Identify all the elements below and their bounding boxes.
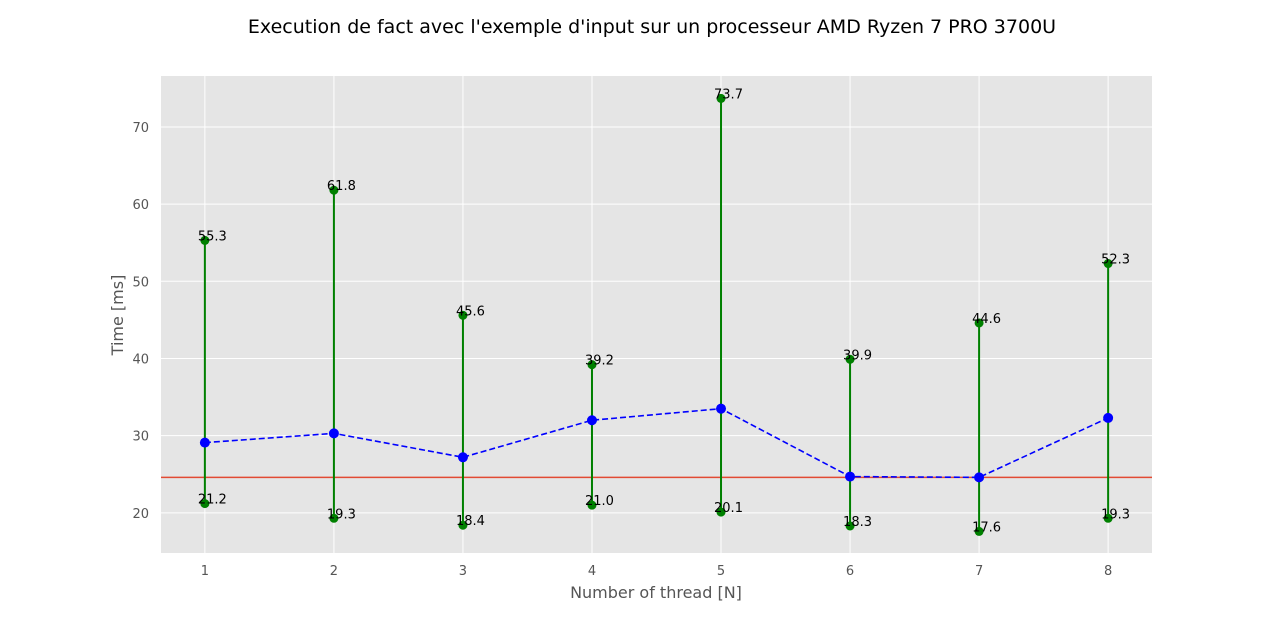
max-point	[1103, 259, 1113, 269]
min-data-label: 17.6	[972, 520, 1001, 535]
min-point	[458, 520, 468, 530]
min-point	[1103, 513, 1113, 523]
x-tick-label: 1	[201, 564, 209, 579]
max-data-label: 61.8	[327, 179, 356, 194]
min-max-range-layer	[200, 93, 1113, 536]
max-data-label: 45.6	[456, 304, 485, 319]
mean-series-line	[204, 407, 1109, 479]
min-data-label: 19.3	[1101, 507, 1130, 522]
x-axis-label: Number of thread [N]	[570, 583, 742, 602]
plot-area	[161, 76, 1152, 553]
min-data-label: 21.2	[198, 493, 227, 508]
x-tick-label: 6	[846, 564, 854, 579]
y-tick-label: 50	[132, 275, 149, 290]
mean-point	[716, 403, 727, 414]
min-point	[716, 507, 726, 517]
mean-point	[586, 415, 597, 426]
max-point	[716, 93, 726, 103]
mean-point	[974, 472, 985, 483]
tick-label-layer: 1 2 3 4 5 6 7 8 20 30 40 50 60 70	[132, 121, 1112, 579]
min-point	[587, 500, 597, 510]
min-point	[200, 499, 210, 509]
max-data-label: 55.3	[198, 229, 227, 244]
min-data-label: 18.3	[843, 515, 872, 530]
mean-point	[199, 437, 210, 448]
min-point	[329, 513, 339, 523]
mean-point	[328, 428, 339, 439]
mean-point	[845, 471, 856, 482]
x-tick-label: 2	[330, 564, 338, 579]
chart-title: Execution de fact avec l'exemple d'input…	[248, 16, 1056, 38]
data-label-layer: 55.3 21.2 61.8 19.3 45.6 18.4 39.2 21.0 73.7 20.1…	[198, 87, 1130, 535]
y-tick-label: 20	[132, 507, 149, 522]
mean-point	[1103, 412, 1114, 423]
max-point	[458, 310, 468, 320]
x-tick-label: 8	[1104, 564, 1112, 579]
x-tick-label: 3	[459, 564, 467, 579]
min-data-label: 21.0	[585, 494, 614, 509]
max-point	[974, 318, 984, 328]
max-data-label: 39.2	[585, 354, 614, 369]
x-tick-label: 7	[975, 564, 983, 579]
y-axis-label: Time [ms]	[108, 275, 127, 357]
min-point	[974, 526, 984, 536]
y-tick-label: 40	[132, 352, 149, 367]
max-data-label: 73.7	[714, 87, 743, 102]
min-data-label: 18.4	[456, 514, 485, 529]
min-point	[845, 521, 855, 531]
max-point	[200, 235, 210, 245]
min-data-label: 19.3	[327, 507, 356, 522]
grid-lines	[161, 76, 1152, 553]
max-data-label: 44.6	[972, 312, 1001, 327]
max-data-label: 52.3	[1101, 253, 1130, 268]
max-point	[587, 360, 597, 370]
y-tick-label: 60	[132, 198, 149, 213]
x-tick-label: 4	[588, 564, 596, 579]
y-tick-label: 70	[132, 121, 149, 136]
mean-point	[457, 452, 468, 463]
mean-series-layer	[199, 403, 1114, 483]
y-tick-label: 30	[132, 430, 149, 445]
x-tick-label: 5	[717, 564, 725, 579]
max-point	[329, 185, 339, 195]
max-data-label: 39.9	[843, 348, 872, 363]
min-data-label: 20.1	[714, 501, 743, 516]
max-point	[845, 354, 855, 364]
